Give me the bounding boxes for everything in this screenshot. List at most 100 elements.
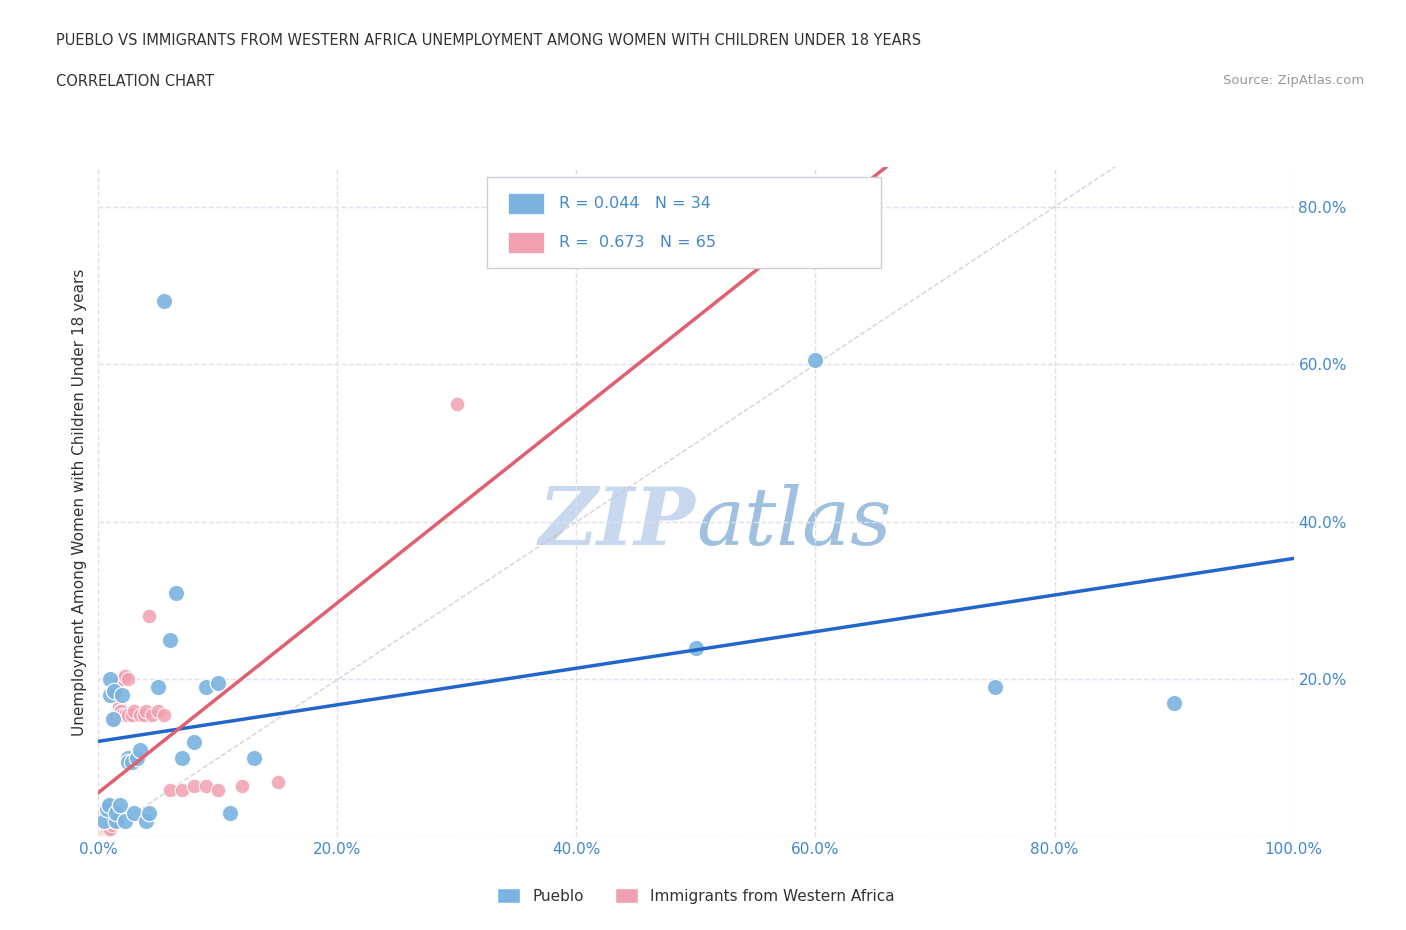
Point	[97, 802, 120, 817]
Point	[129, 708, 152, 723]
Point	[108, 703, 131, 718]
Point	[90, 814, 112, 829]
Point	[231, 778, 253, 793]
Point	[96, 802, 118, 817]
Point	[98, 814, 122, 829]
Point	[114, 814, 136, 829]
Point	[1163, 696, 1185, 711]
Point	[94, 822, 117, 837]
Legend: Pueblo, Immigrants from Western Africa: Pueblo, Immigrants from Western Africa	[491, 882, 901, 910]
Point	[153, 294, 176, 309]
Point	[93, 817, 115, 832]
Point	[138, 609, 160, 624]
Text: Source: ZipAtlas.com: Source: ZipAtlas.com	[1223, 74, 1364, 87]
Y-axis label: Unemployment Among Women with Children Under 18 years: Unemployment Among Women with Children U…	[72, 269, 87, 736]
Text: PUEBLO VS IMMIGRANTS FROM WESTERN AFRICA UNEMPLOYMENT AMONG WOMEN WITH CHILDREN : PUEBLO VS IMMIGRANTS FROM WESTERN AFRICA…	[56, 33, 921, 47]
Point	[91, 817, 114, 832]
Point	[100, 810, 122, 825]
Point	[97, 810, 120, 825]
Point	[98, 798, 122, 813]
Point	[446, 396, 468, 411]
Point	[100, 817, 122, 832]
Point	[148, 680, 170, 695]
Point	[94, 806, 117, 821]
Point	[94, 814, 117, 829]
Point	[97, 817, 120, 832]
Point	[117, 672, 139, 687]
Point	[207, 782, 229, 797]
Point	[105, 708, 128, 723]
Point	[172, 782, 194, 797]
Text: CORRELATION CHART: CORRELATION CHART	[56, 74, 214, 89]
Point	[125, 751, 148, 765]
Point	[91, 806, 114, 821]
Text: atlas: atlas	[696, 484, 891, 561]
Point	[93, 810, 115, 825]
Point	[96, 822, 118, 837]
Point	[124, 806, 146, 821]
Bar	[509, 193, 544, 214]
Point	[159, 632, 181, 647]
Point	[98, 810, 121, 825]
Point	[96, 806, 118, 821]
Point	[194, 778, 217, 793]
Point	[111, 672, 134, 687]
Point	[111, 708, 134, 723]
Point	[129, 743, 152, 758]
Point	[172, 751, 194, 765]
Text: R = 0.044   N = 34: R = 0.044 N = 34	[558, 196, 710, 211]
Point	[117, 708, 139, 723]
Point	[104, 814, 127, 829]
Bar	[509, 232, 544, 253]
Point	[104, 708, 127, 723]
Point	[107, 699, 129, 714]
Text: R =  0.673   N = 65: R = 0.673 N = 65	[558, 235, 716, 250]
Point	[98, 806, 122, 821]
Point	[105, 814, 128, 829]
Point	[98, 822, 122, 837]
Point	[101, 711, 124, 726]
Point	[153, 708, 176, 723]
Point	[183, 778, 205, 793]
Point	[804, 353, 827, 368]
Point	[91, 810, 114, 825]
Point	[194, 680, 217, 695]
Point	[219, 806, 242, 821]
Point	[114, 668, 136, 683]
Point	[90, 822, 112, 837]
Point	[267, 775, 290, 790]
Point	[98, 672, 122, 687]
Point	[114, 708, 136, 723]
Point	[91, 822, 114, 837]
Point	[138, 806, 160, 821]
Point	[243, 751, 266, 765]
Point	[111, 688, 134, 703]
Point	[108, 672, 131, 687]
Point	[685, 641, 707, 656]
Point	[159, 782, 181, 797]
Point	[98, 688, 122, 703]
Point	[107, 703, 129, 718]
Text: ZIP: ZIP	[538, 484, 696, 561]
Point	[141, 708, 163, 723]
Point	[121, 755, 143, 770]
Point	[93, 806, 115, 821]
Point	[121, 708, 143, 723]
Point	[96, 814, 118, 829]
Point	[117, 755, 139, 770]
Point	[103, 814, 125, 829]
Point	[135, 703, 157, 718]
Point	[983, 680, 1005, 695]
Point	[103, 711, 125, 726]
Point	[207, 676, 229, 691]
Point	[101, 814, 124, 829]
Point	[105, 814, 128, 829]
Point	[135, 814, 157, 829]
FancyBboxPatch shape	[486, 178, 882, 268]
Point	[132, 708, 155, 723]
Point	[108, 798, 131, 813]
Point	[107, 676, 129, 691]
Point	[93, 814, 115, 829]
Point	[183, 735, 205, 750]
Point	[98, 798, 121, 813]
